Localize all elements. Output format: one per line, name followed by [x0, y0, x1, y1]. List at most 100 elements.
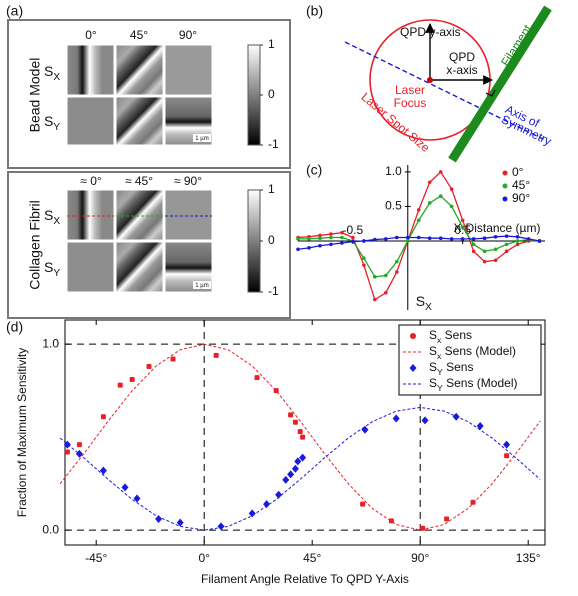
data-point	[449, 204, 454, 209]
legend-label: SY Sens	[429, 360, 473, 377]
column-header: ≈ 0°	[80, 174, 102, 188]
data-point	[392, 414, 400, 423]
data-point	[297, 429, 303, 435]
data-point	[117, 382, 123, 388]
legend-label: 90°	[512, 191, 530, 205]
legend-label: SY Sens (Model)	[429, 376, 517, 393]
data-point	[405, 239, 410, 243]
data-point	[438, 236, 443, 240]
row-group-title: Bead Model	[27, 58, 43, 133]
row-label: SY	[44, 259, 60, 279]
data-point	[318, 243, 322, 248]
data-point	[300, 434, 306, 440]
data-point	[340, 241, 344, 245]
data-point	[373, 237, 377, 242]
data-point	[329, 232, 333, 236]
data-point	[263, 500, 271, 509]
data-point	[460, 225, 465, 229]
axis-label: QPD y-axis	[400, 25, 461, 39]
data-point	[427, 236, 432, 240]
data-point	[307, 237, 311, 241]
symmetry-axis	[344, 41, 546, 141]
legend-swatch	[410, 333, 416, 339]
colorbar-tick-label: 1	[268, 182, 275, 196]
data-point	[318, 233, 322, 238]
legend-swatch	[502, 183, 508, 189]
data-point	[471, 237, 476, 241]
data-point	[282, 475, 290, 484]
data-point	[133, 494, 141, 503]
data-point	[75, 449, 83, 458]
data-point	[362, 239, 366, 243]
data-point	[291, 464, 299, 473]
plot-frame	[64, 319, 546, 546]
data-point	[416, 235, 421, 240]
colorbar-tick-label: -1	[268, 284, 279, 298]
y-axis-title: SX	[416, 293, 432, 313]
data-point	[296, 247, 300, 252]
data-point	[504, 453, 510, 459]
data-point	[471, 242, 476, 247]
data-point	[449, 237, 454, 241]
data-point	[351, 235, 355, 240]
panel-box	[7, 171, 291, 319]
image-grid	[66, 44, 213, 293]
data-point	[395, 259, 399, 264]
colorbar	[247, 44, 261, 146]
data-point	[318, 236, 322, 240]
data-point	[482, 249, 487, 254]
data-point	[493, 247, 498, 252]
data-point	[493, 258, 498, 263]
data-point	[416, 208, 421, 212]
filament	[448, 5, 552, 163]
panel-label: (c)	[306, 162, 322, 178]
y-tick-label: 0.0	[42, 522, 59, 536]
y-tick-label: 1.0	[42, 336, 59, 350]
data-point	[340, 230, 344, 235]
data-point	[438, 194, 443, 198]
data-point	[121, 483, 129, 492]
data-point	[515, 242, 520, 247]
data-point	[444, 516, 450, 522]
data-point	[482, 236, 487, 240]
scale-bar-label: 1 µm	[195, 283, 208, 289]
data-point	[213, 352, 219, 358]
x-tick-label: 90°	[411, 551, 429, 565]
laser-focus	[427, 77, 433, 83]
scale-bar-label: 1 µm	[195, 136, 208, 142]
data-point	[395, 270, 399, 274]
data-point	[299, 453, 307, 462]
scale-bar	[193, 134, 211, 142]
x-tick-label: 135°	[516, 551, 541, 565]
x-tick-label: -0.5	[343, 223, 364, 237]
legend-label: Sx Sens	[429, 328, 472, 345]
panel-label: (b)	[306, 3, 323, 19]
data-point	[100, 414, 106, 420]
data-point	[384, 290, 388, 295]
data-point	[275, 490, 283, 499]
colorbar-tick-label: 0	[268, 233, 275, 247]
right-angle	[485, 89, 496, 97]
series-line	[59, 406, 541, 531]
legend-box	[398, 324, 542, 396]
data-point	[526, 237, 531, 241]
data-point	[155, 514, 163, 523]
column-header: 90°	[179, 28, 197, 42]
legend-label: Sx Sens (Model)	[429, 344, 516, 361]
data-point	[482, 259, 487, 264]
data-point	[76, 442, 82, 448]
axis-label: x-axis	[446, 63, 477, 77]
data-point	[476, 421, 484, 430]
x-tick-label: -45°	[85, 551, 107, 565]
data-point	[288, 412, 294, 418]
legend-swatch	[502, 196, 508, 202]
focus-label: Focus	[394, 96, 427, 110]
data-point	[373, 297, 377, 302]
x-axis-title: X-Distance (µm)	[454, 221, 541, 235]
data-point	[503, 440, 511, 449]
data-point	[470, 499, 476, 505]
legend-swatch	[502, 170, 508, 176]
data-point	[471, 249, 476, 254]
y-tick-label: 1.0	[385, 164, 402, 178]
